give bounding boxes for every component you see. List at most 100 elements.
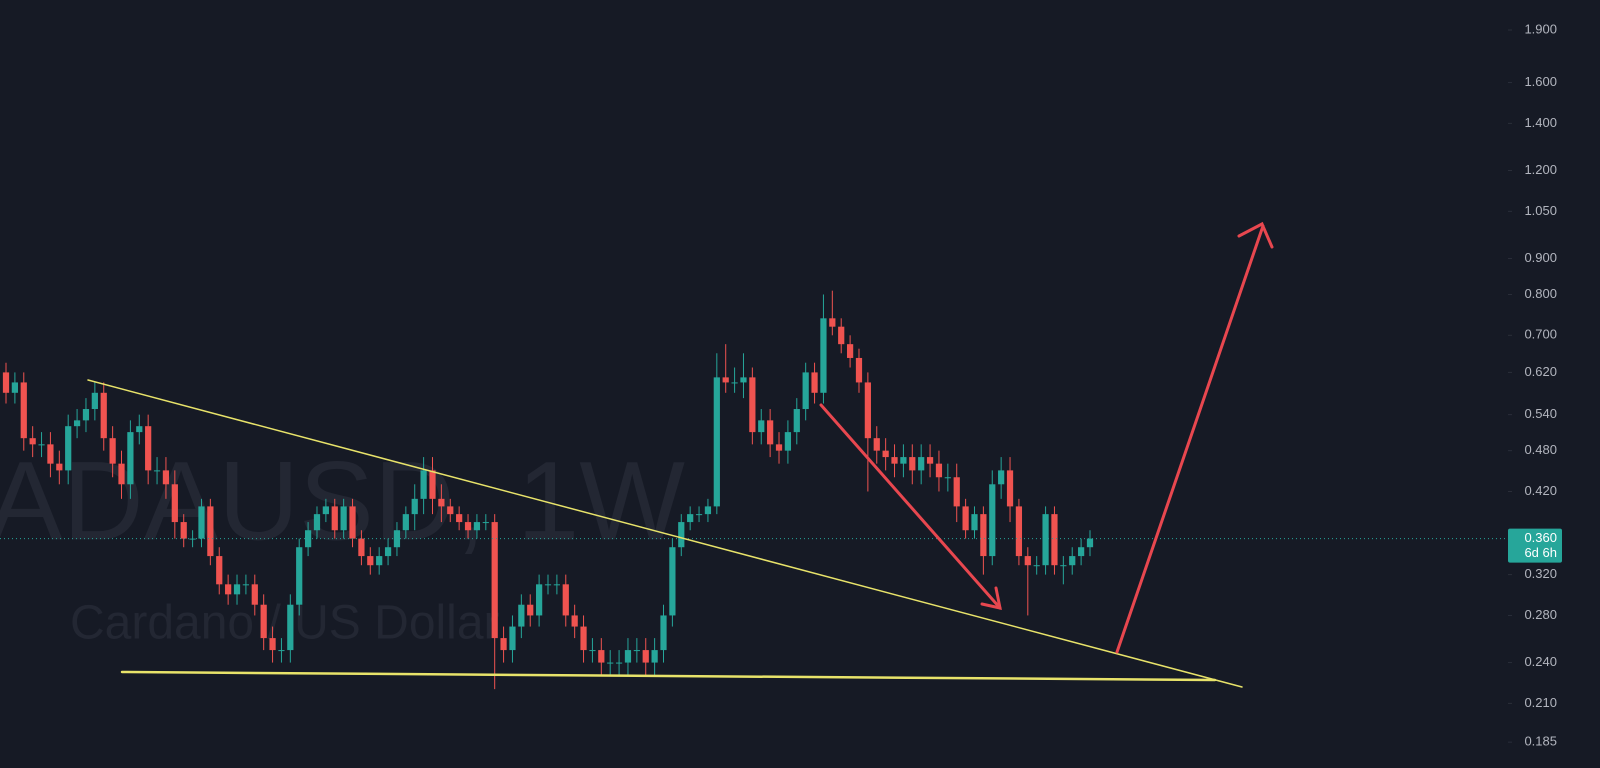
candle-body	[536, 584, 543, 616]
y-tick-label: 1.050	[1524, 203, 1557, 218]
candle-body	[802, 372, 809, 410]
candle-body	[127, 432, 134, 485]
y-tick-label: 0.280	[1524, 607, 1557, 622]
candle-body	[989, 484, 996, 557]
candle-body	[607, 662, 614, 664]
y-tick-label: 0.320	[1524, 566, 1557, 581]
trendline	[120, 670, 1217, 682]
candle-body	[251, 584, 258, 605]
y-tick-label: 1.600	[1524, 74, 1557, 89]
candle-body	[624, 650, 632, 663]
candle-body	[580, 626, 587, 651]
candle-body	[935, 463, 943, 478]
candle-body	[73, 420, 81, 427]
candle-body	[918, 457, 925, 471]
candle-body	[562, 584, 569, 616]
candle-body	[162, 470, 170, 485]
candle-body	[473, 522, 481, 531]
candle-body	[482, 522, 489, 524]
candle-body	[313, 514, 321, 531]
candle-body	[784, 432, 792, 451]
candle-body	[145, 426, 152, 471]
candle-body	[278, 650, 285, 652]
candle-body	[358, 538, 365, 557]
candle-body	[633, 650, 640, 652]
candle-body	[669, 547, 676, 616]
candle-body	[953, 477, 960, 507]
candle-body	[971, 514, 978, 531]
candle-body	[2, 372, 10, 393]
candle-body	[100, 392, 107, 439]
candle-body	[544, 584, 552, 586]
y-tick-label: 0.540	[1524, 406, 1557, 421]
plot	[0, 290, 1508, 690]
candle-body	[909, 457, 916, 471]
y-tick-label: 0.185	[1524, 734, 1557, 749]
candle-body	[491, 522, 498, 639]
candle-body	[287, 604, 294, 651]
candle-body	[82, 409, 90, 421]
candle-body	[118, 463, 125, 485]
candle-body	[1086, 538, 1094, 548]
candle-body	[846, 344, 854, 358]
candle-body	[1069, 556, 1076, 566]
y-tick-label: 0.420	[1524, 483, 1557, 498]
candle-body	[962, 506, 969, 531]
arrow-head	[980, 586, 1002, 610]
candle-body	[855, 357, 863, 383]
candle-body	[926, 457, 934, 464]
candle-body	[56, 463, 63, 471]
candle-body	[553, 584, 560, 586]
candle-body	[500, 638, 507, 651]
y-tick-label: 0.210	[1524, 695, 1557, 710]
candle-body	[678, 522, 685, 548]
y-tick-label: 1.900	[1524, 21, 1557, 36]
candle-body	[438, 498, 445, 507]
candle-body	[91, 392, 98, 410]
candle-body	[731, 382, 738, 384]
y-tick-label: 0.480	[1524, 442, 1557, 457]
candle-body	[216, 556, 223, 585]
trendline	[87, 379, 1243, 688]
candle-body	[1051, 514, 1058, 566]
arrow-head	[1237, 221, 1274, 249]
y-tick-label: 0.900	[1524, 250, 1557, 265]
candle-body	[11, 382, 18, 393]
countdown-label: 6d 6h	[1524, 545, 1557, 560]
y-tick-label: 0.620	[1524, 364, 1557, 379]
candle-body	[722, 377, 729, 383]
candle-body	[838, 326, 845, 345]
candle-body	[65, 426, 72, 471]
candle-body	[775, 444, 783, 451]
candle-body	[225, 584, 232, 595]
candle-body	[980, 514, 987, 557]
candle-body	[571, 615, 578, 627]
candle-body	[402, 514, 409, 531]
candle-body	[29, 438, 36, 445]
y-tick-label: 1.200	[1524, 162, 1557, 177]
candle-body	[749, 377, 756, 433]
candle-body	[944, 477, 951, 479]
candle-body	[900, 457, 907, 464]
candle-body	[429, 470, 436, 499]
candle-body	[509, 626, 516, 651]
candle-body	[704, 506, 712, 515]
candle-body	[260, 604, 267, 639]
candle-body	[38, 444, 45, 446]
candle-body	[1015, 506, 1023, 557]
arrow	[819, 403, 1002, 610]
candle-body	[1006, 470, 1014, 507]
candle-body	[598, 650, 605, 663]
candle-body	[153, 470, 161, 472]
candle-body	[873, 438, 880, 451]
candle-body	[180, 522, 187, 539]
candle-body	[242, 584, 250, 586]
candle-body	[198, 506, 205, 539]
candle-body	[420, 470, 427, 499]
drawings	[87, 221, 1274, 688]
candle-body	[340, 506, 347, 531]
candle-body	[349, 506, 356, 539]
arrow	[1115, 224, 1265, 654]
